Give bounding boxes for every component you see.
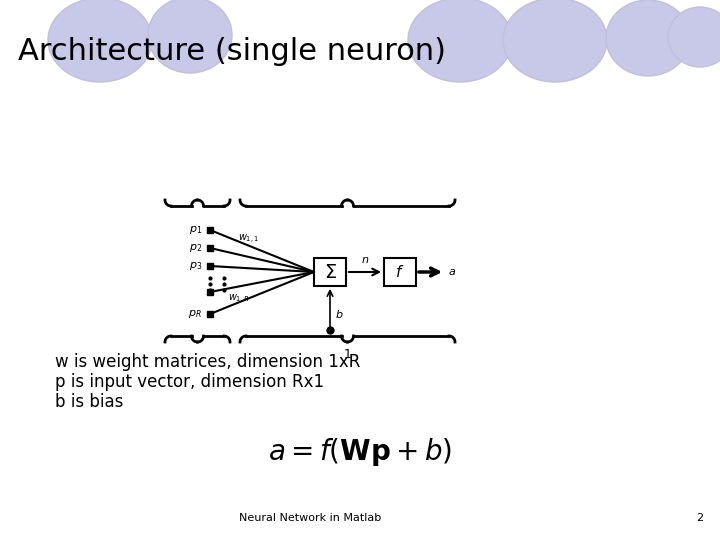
Ellipse shape — [503, 0, 607, 82]
Text: $p_3$: $p_3$ — [189, 260, 202, 272]
Text: $p_R$: $p_R$ — [188, 308, 202, 320]
Text: 1: 1 — [343, 348, 351, 361]
Ellipse shape — [48, 0, 152, 82]
Text: p is input vector, dimension Rx1: p is input vector, dimension Rx1 — [55, 373, 324, 391]
Text: $p_2$: $p_2$ — [189, 242, 202, 254]
Text: Architecture (single neuron): Architecture (single neuron) — [18, 37, 446, 66]
Text: Neural Network in Matlab: Neural Network in Matlab — [239, 513, 381, 523]
Text: $a$: $a$ — [448, 267, 456, 277]
Ellipse shape — [148, 0, 232, 73]
Text: $n$: $n$ — [361, 255, 369, 265]
Text: $a = f(\mathbf{W}\mathbf{p} + b)$: $a = f(\mathbf{W}\mathbf{p} + b)$ — [268, 436, 452, 468]
FancyBboxPatch shape — [314, 258, 346, 286]
Text: w is weight matrices, dimension 1xR: w is weight matrices, dimension 1xR — [55, 353, 361, 371]
Ellipse shape — [606, 0, 690, 76]
Text: 2: 2 — [696, 513, 703, 523]
Ellipse shape — [668, 7, 720, 67]
Text: $w_{1,1}$: $w_{1,1}$ — [238, 232, 259, 246]
Text: $\Sigma$: $\Sigma$ — [323, 262, 336, 281]
Text: $f$: $f$ — [395, 264, 405, 280]
Text: $b$: $b$ — [335, 308, 343, 320]
Text: b is bias: b is bias — [55, 393, 123, 411]
Text: $w_{1,R}$: $w_{1,R}$ — [228, 293, 250, 306]
Text: $p_1$: $p_1$ — [189, 224, 202, 236]
Ellipse shape — [408, 0, 512, 82]
FancyBboxPatch shape — [384, 258, 416, 286]
